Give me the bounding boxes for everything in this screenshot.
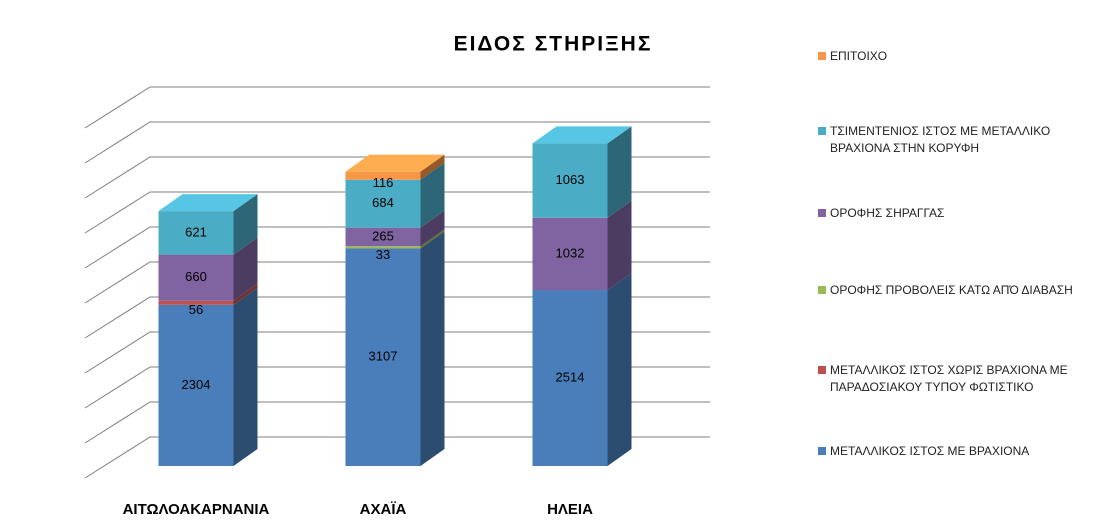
grid-line <box>84 191 710 234</box>
data-label: 2304 <box>182 377 211 392</box>
bar-side <box>420 229 445 249</box>
legend-item: ΤΣΙΜΕΝΤΕΝΙΟΣ ΙΣΤΟΣ ΜΕ ΜΕΤΑΛΛΙΚΟ ΒΡΑΧΙΟΝΑ… <box>818 123 1098 157</box>
bar-side <box>607 200 632 291</box>
bar-segment <box>345 246 421 249</box>
legend-item: ΕΠΙΤΟΙΧΟ <box>818 48 1098 65</box>
x-tick-label: ΑΙΤΩΛΟΑΚΑΡΝΑΝΙΑ <box>123 501 270 518</box>
bar-top <box>345 154 445 172</box>
chart-title: ΕΙΔΟΣ ΣΤΗΡΙΞΗΣ <box>454 33 653 56</box>
bar-segment <box>345 227 421 247</box>
legend-swatch <box>818 209 826 217</box>
legend-swatch <box>818 366 826 374</box>
bar-segment <box>532 217 608 291</box>
data-label: 621 <box>185 224 207 239</box>
data-label: 1063 <box>556 172 585 187</box>
legend-label: ΟΡΟΦΗΣ ΣΗΡΑΓΓΑΣ <box>830 206 945 220</box>
grid-line <box>84 436 710 479</box>
bar-segment <box>345 171 421 180</box>
x-tick-label: ΗΛΕΙΑ <box>547 501 593 518</box>
bar-top <box>532 126 632 144</box>
bar-side <box>420 210 445 247</box>
bar-segment <box>345 248 421 466</box>
bar-top <box>158 194 258 212</box>
data-label: 116 <box>373 175 394 190</box>
legend-item: ΜΕΤΑΛΛΙΚΟΣ ΙΣΤΟΣ ΜΕ ΒΡΑΧΙΟΝΑ <box>818 443 1098 460</box>
bar-side <box>607 273 632 466</box>
legend-item: ΜΕΤΑΛΛΙΚΟΣ ΙΣΤΟΣ ΧΩΡΙΣ ΒΡΑΧΙΟΝΑ ΜΕ ΠΑΡΑΔ… <box>818 362 1098 396</box>
legend-label: ΤΣΙΜΕΝΤΕΝΙΟΣ ΙΣΤΟΣ ΜΕ ΜΕΤΑΛΛΙΚΟ ΒΡΑΧΙΟΝΑ… <box>830 124 1051 155</box>
grid-line <box>84 366 710 409</box>
grid-line <box>84 296 710 339</box>
x-tick-label: ΑΧΑΪΑ <box>360 501 407 518</box>
bar-side <box>607 126 632 218</box>
legend-swatch <box>818 447 826 455</box>
data-label: 660 <box>185 269 207 284</box>
legend-label: ΜΕΤΑΛΛΙΚΟΣ ΙΣΤΟΣ ΧΩΡΙΣ ΒΡΑΧΙΟΝΑ ΜΕ ΠΑΡΑΔ… <box>830 363 1068 394</box>
bar-segment <box>532 143 608 218</box>
grid-line <box>84 156 710 199</box>
bar-side <box>233 237 258 301</box>
bar-side <box>420 154 445 180</box>
bar-segment <box>158 304 234 466</box>
legend-swatch <box>818 286 826 294</box>
plot-area: ΕΙΔΟΣ ΣΤΗΡΙΞΗΣ ΑΙΤΩΛΟΑΚΑΡΝΑΝΙΑ 2304 56 660 6… <box>84 33 710 518</box>
data-label: 265 <box>372 228 394 243</box>
bar-segment <box>158 254 234 301</box>
bar-segment <box>345 179 421 228</box>
legend-label: ΟΡΟΦΗΣ ΠΡΟΒΟΛΕΙΣ ΚΑΤΩ ΑΠΌ ΔΙΑΒΑΣΗ <box>830 283 1073 297</box>
bar-segment <box>158 211 234 255</box>
bar-side <box>420 162 445 228</box>
legend-label: ΕΠΙΤΟΙΧΟ <box>830 49 888 63</box>
data-label: 2514 <box>556 369 585 384</box>
legend-label: ΜΕΤΑΛΛΙΚΟΣ ΙΣΤΟΣ ΜΕ ΒΡΑΧΙΟΝΑ <box>830 444 1030 458</box>
grid-line <box>84 121 710 164</box>
bar-side <box>233 194 258 255</box>
grid-line <box>84 331 710 374</box>
legend-item: ΟΡΟΦΗΣ ΠΡΟΒΟΛΕΙΣ ΚΑΤΩ ΑΠΌ ΔΙΑΒΑΣΗ <box>818 282 1098 299</box>
bar-side <box>233 283 258 305</box>
data-label: 1032 <box>556 245 585 260</box>
data-label: 684 <box>372 195 394 210</box>
grid-line <box>84 226 710 269</box>
data-label: 33 <box>376 247 390 262</box>
data-label: 56 <box>189 302 203 317</box>
bar-side <box>233 287 258 466</box>
data-label: 3107 <box>369 349 398 364</box>
grid-line <box>84 261 710 304</box>
bar-side <box>420 231 445 466</box>
legend-swatch <box>818 127 826 135</box>
legend-swatch <box>818 52 826 60</box>
grid-line <box>84 86 710 129</box>
bar-segment <box>158 300 234 305</box>
legend-item: ΟΡΟΦΗΣ ΣΗΡΑΓΓΑΣ <box>818 205 1098 222</box>
bar-segment <box>532 290 608 466</box>
legend: ΜΕΤΑΛΛΙΚΟΣ ΙΣΤΟΣ ΜΕ ΒΡΑΧΙΟΝΑ ΜΕΤΑΛΛΙΚΟΣ Ι… <box>818 0 1098 526</box>
grid-line <box>84 401 710 444</box>
